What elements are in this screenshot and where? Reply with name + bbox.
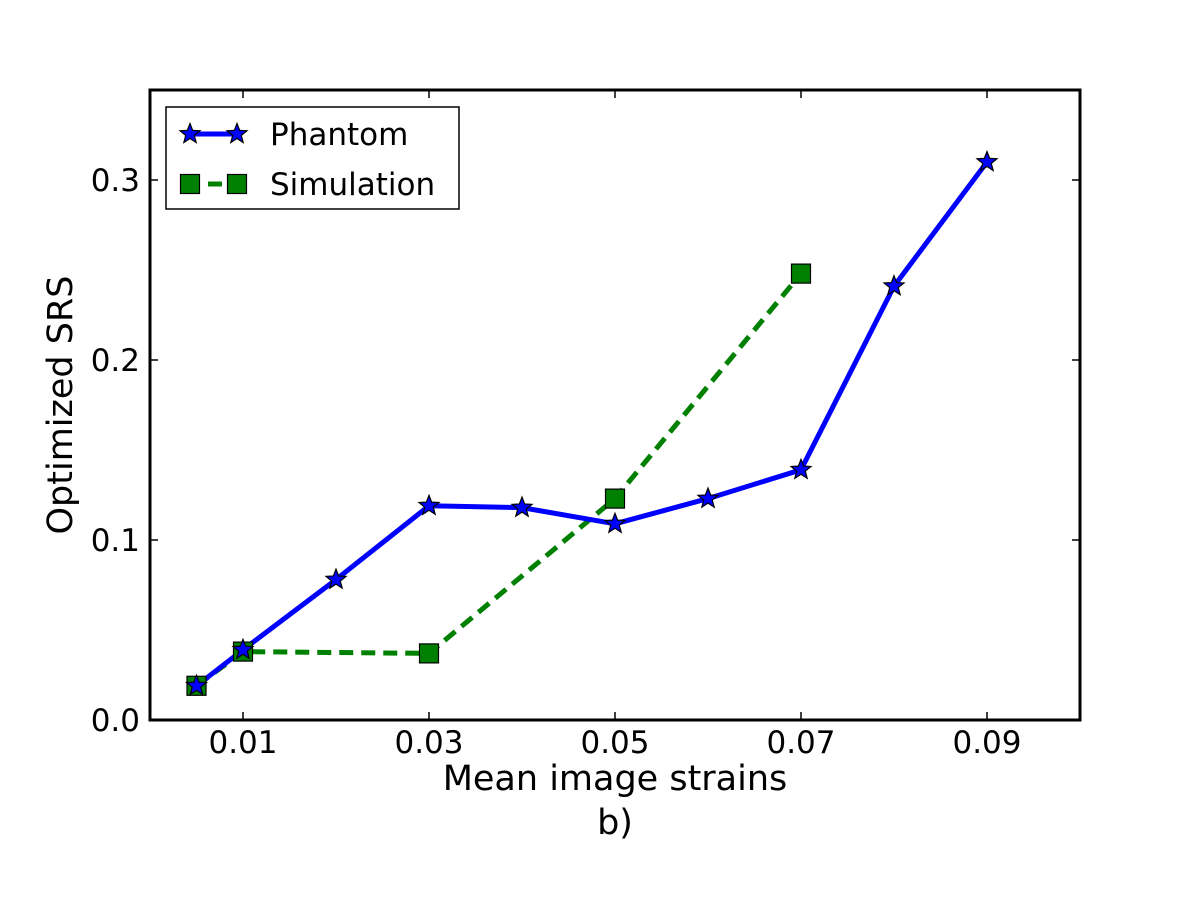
x-tick-label: 0.01 (208, 725, 277, 761)
legend-label-simulation: Simulation (270, 167, 435, 203)
legend-square-icon (179, 173, 201, 195)
data-point-phantom-2 (324, 567, 348, 590)
data-point-phantom-8 (882, 274, 906, 297)
x-tick-label: 0.05 (580, 725, 649, 761)
legend-star-icon (178, 121, 202, 144)
y-tick-label: 0.2 (91, 343, 140, 379)
x-axis-title: Mean image strains (443, 759, 788, 799)
data-point-phantom-4 (510, 495, 534, 518)
plot-lines (194, 160, 990, 688)
legend-marker-phantom (225, 121, 249, 144)
y-axis-title: Optimized SRS (41, 275, 81, 534)
legend-star-icon (225, 121, 249, 144)
plot-markers (184, 149, 999, 696)
data-point-simulation-2 (418, 643, 440, 664)
x-tick-label: 0.03 (394, 725, 463, 761)
series-line-simulation (195, 272, 803, 688)
x-tick-label: 0.07 (766, 725, 835, 761)
y-tick-label: 0.0 (91, 703, 140, 739)
axis-ticks (150, 90, 1080, 721)
legend: Phantom Simulation (165, 106, 460, 210)
y-tick-label: 0.3 (91, 163, 140, 199)
x-tick-label: 0.09 (952, 725, 1021, 761)
data-point-phantom-3 (417, 493, 441, 516)
data-point-phantom-7 (789, 457, 813, 480)
data-point-phantom-6 (696, 486, 720, 509)
legend-marker-phantom (178, 121, 202, 144)
series-line-phantom (194, 160, 990, 688)
legend-box (165, 106, 460, 210)
data-point-phantom-5 (603, 511, 627, 534)
data-point-phantom-9 (975, 149, 999, 172)
legend-marker-simulation (226, 173, 248, 195)
data-point-phantom-0 (184, 673, 209, 696)
panel-label: b) (597, 803, 633, 843)
legend-marker-simulation (179, 173, 201, 195)
tick-labels: 0.01 0.03 0.05 0.07 0.09 0.0 0.1 0.2 0.3 (91, 163, 1022, 761)
data-point-phantom-1 (231, 637, 255, 660)
data-point-simulation-3 (604, 488, 626, 509)
data-point-simulation-4 (790, 263, 812, 284)
legend-label-phantom: Phantom (270, 117, 408, 153)
legend-square-icon (226, 173, 248, 195)
y-tick-label: 0.1 (91, 523, 140, 559)
